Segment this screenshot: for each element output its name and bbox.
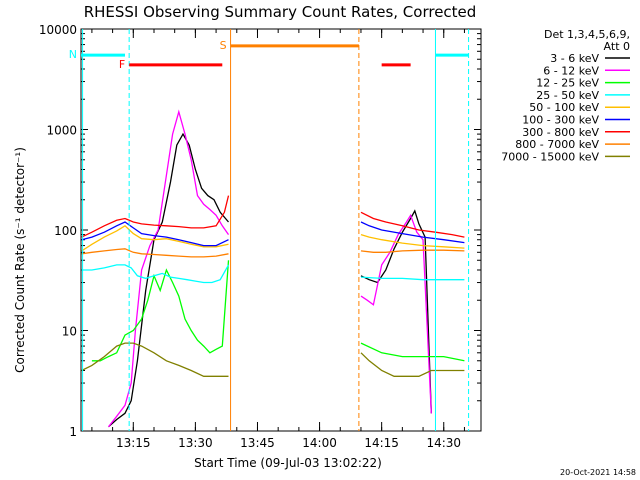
series-line-25-50kev-before-gap (81, 264, 230, 284)
x-tick-label: 13:15 (116, 436, 151, 450)
x-tick-label: 14:00 (302, 436, 337, 450)
legend-label-5: 50 - 100 keV (529, 101, 599, 114)
series-line-3-6kev-before-gap (108, 132, 229, 428)
legend-label-9: 7000 - 15000 keV (501, 150, 599, 163)
series-line-100-300kev-after-gap (360, 221, 465, 244)
series-line-800-7000kev-after-gap (360, 249, 465, 253)
y-tick-label: 100 (54, 224, 77, 238)
y-tick-label: 10000 (39, 23, 77, 37)
y-tick-label: 1 (69, 425, 77, 439)
series-line-12-25kev-after-gap (360, 342, 465, 362)
x-axis-label: Start Time (09-Jul-03 13:02:22) (194, 456, 382, 470)
legend-label-2: 6 - 12 keV (543, 64, 599, 77)
series-line-100-300kev-before-gap (81, 221, 229, 247)
plot-area: 1 10 100 1000 10000 13:15 13:30 13:45 14:00 14:15… (39, 23, 482, 450)
legend-label-3: 12 - 25 keV (536, 77, 599, 90)
y-axis-label: Corrected Count Rate (s⁻¹ detector⁻¹) (13, 147, 27, 373)
legend-label-7: 300 - 800 keV (522, 126, 599, 139)
series-line-50-100kev-before-gap (81, 224, 229, 252)
series-line-6-12kev-before-gap (107, 109, 230, 428)
x-tick-label: 14:15 (364, 436, 399, 450)
plot-clipped-group (81, 29, 470, 431)
legend-header-line-1: Det 1,3,4,5,6,9, (544, 28, 630, 41)
legend-label-8: 800 - 7000 keV (515, 138, 599, 151)
flag-label-f: F (119, 58, 125, 71)
legend-label-4: 25 - 50 keV (536, 89, 599, 102)
series-line-800-7000kev-before-gap (81, 248, 229, 258)
series-line-7000-15000kev-after-gap (360, 352, 465, 377)
y-tick-label: 1000 (46, 124, 77, 138)
series-line-300-800kev-before-gap (81, 195, 230, 238)
series-line-3-6kev-after-gap (360, 209, 432, 414)
x-tick-label: 14:30 (426, 436, 461, 450)
legend-header-line-2: Att 0 (604, 40, 630, 53)
timestamp: 20-Oct-2021 14:58 (560, 468, 636, 477)
chart-title: RHESSI Observing Summary Count Rates, Co… (84, 3, 477, 21)
flag-label-n: N (69, 48, 77, 61)
legend-label-6: 100 - 300 keV (522, 114, 599, 127)
series-line-50-100kev-after-gap (360, 233, 465, 249)
x-tick-label: 13:30 (178, 436, 213, 450)
legend-label-1: 3 - 6 keV (550, 52, 599, 65)
series-line-25-50kev-after-gap (360, 276, 465, 281)
flag-label-s: S (220, 39, 227, 52)
series-line-300-800kev-after-gap (360, 211, 465, 238)
y-tick-label: 10 (62, 325, 77, 339)
series-line-7000-15000kev-before-gap (81, 342, 229, 377)
series-line-12-25kev-before-gap (91, 260, 230, 362)
x-tick-label: 13:45 (240, 436, 275, 450)
series-line-6-12kev-after-gap (360, 213, 432, 414)
